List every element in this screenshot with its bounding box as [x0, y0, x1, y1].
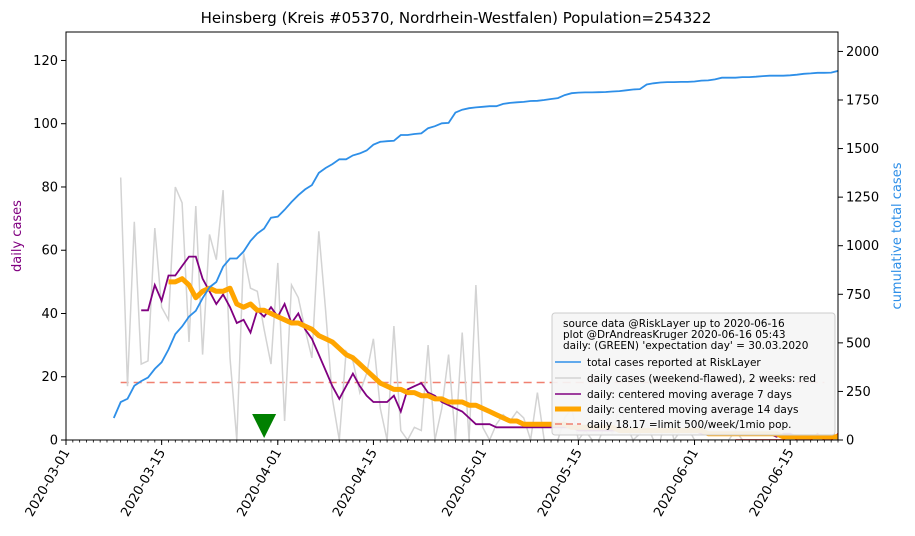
left-y-axis-label: daily cases — [10, 200, 25, 272]
right-y-axis-label: cumulative total cases — [890, 162, 905, 309]
left-tick-label-0: 0 — [50, 434, 58, 449]
left-tick-label-6: 120 — [33, 54, 58, 69]
left-tick-label-5: 100 — [33, 117, 58, 132]
x-tick-label-6: 2020-06-01 — [651, 447, 702, 520]
right-tick-label-8: 2000 — [846, 45, 879, 60]
x-tick-label-2: 2020-04-01 — [234, 447, 285, 520]
x-tick-label-5: 2020-05-15 — [535, 447, 586, 520]
legend-entry-ma14: daily: centered moving average 14 days — [587, 404, 799, 416]
right-tick-label-4: 1000 — [846, 239, 879, 254]
left-tick-label-3: 60 — [41, 244, 58, 259]
right-tick-label-6: 1500 — [846, 142, 879, 157]
legend-entry-cumulative: total cases reported at RiskLayer — [587, 357, 761, 369]
left-tick-label-2: 40 — [41, 307, 58, 322]
right-tick-label-7: 1750 — [846, 94, 879, 109]
x-tick-label-1: 2020-03-15 — [118, 447, 169, 520]
right-tick-label-3: 750 — [846, 288, 871, 303]
right-tick-label-2: 500 — [846, 336, 871, 351]
right-tick-label-0: 0 — [846, 434, 854, 449]
x-axis: 2020-03-01 2020-03-15 2020-04-01 2020-04-15… — [23, 440, 839, 520]
right-tick-label-5: 1250 — [846, 191, 879, 206]
left-tick-label-1: 20 — [41, 370, 58, 385]
x-tick-label-0: 2020-03-01 — [23, 447, 74, 520]
legend-entry-daily: daily cases (weekend-flawed), 2 weeks: r… — [587, 373, 816, 385]
legend: source data @RiskLayer up to 2020-06-16 … — [551, 312, 836, 436]
series-daily-line — [119, 177, 838, 440]
legend-header-2: plot @DrAndreasKruger 2020-06-16 05:43 — [563, 329, 786, 341]
legend-box — [551, 312, 836, 436]
legend-entry-ma7: daily: centered moving average 7 days — [587, 389, 792, 401]
expectation-day-marker — [252, 414, 277, 438]
left-y-axis: 0 20 40 60 80 100 120 — [33, 54, 66, 449]
right-y-axis: 0 250 500 750 1000 1250 1500 1750 2000 — [838, 45, 879, 449]
chart-title: Heinsberg (Kreis #05370, Nordrhein-Westf… — [201, 9, 712, 27]
x-tick-label-7: 2020-06-15 — [747, 447, 798, 520]
legend-entry-limit: daily 18.17 =limit 500/week/1mio pop. — [587, 419, 792, 431]
x-tick-label-3: 2020-04-15 — [330, 447, 381, 520]
x-tick-label-4: 2020-05-01 — [439, 447, 490, 520]
plot-frame — [65, 31, 839, 441]
legend-header-3: daily: (GREEN) 'expectation day' = 30.03… — [563, 340, 808, 352]
series-cumulative-line — [112, 70, 838, 419]
left-tick-label-4: 80 — [41, 180, 58, 195]
right-tick-label-1: 250 — [846, 385, 871, 400]
legend-header-1: source data @RiskLayer up to 2020-06-16 — [563, 318, 785, 330]
